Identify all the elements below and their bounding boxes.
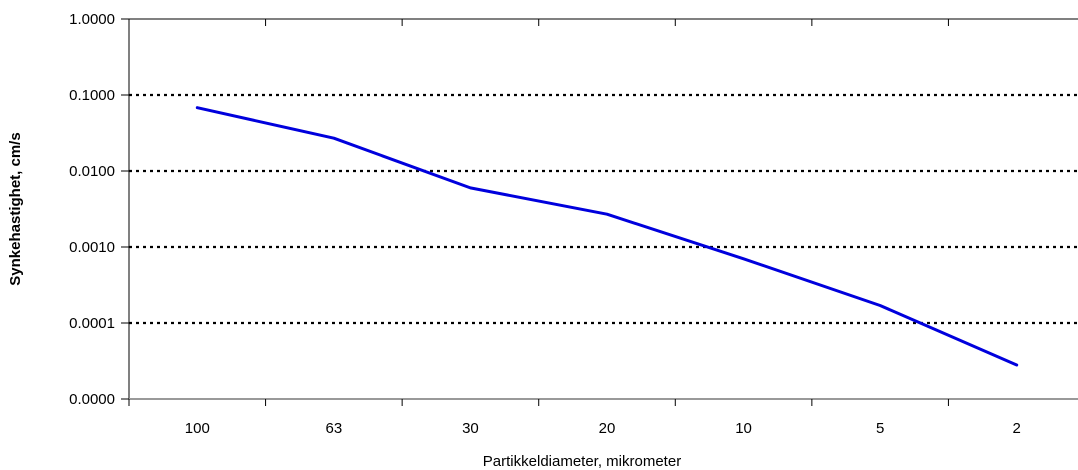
x-tick-label: 63	[326, 420, 343, 437]
series-group	[195, 106, 1019, 367]
y-tick-label: 0.0000	[69, 391, 115, 408]
series-line	[195, 106, 1019, 367]
x-tick-label: 2	[1013, 420, 1021, 437]
y-tick-label: 0.0010	[69, 239, 115, 256]
x-tick-label: 100	[185, 420, 210, 437]
axes	[128, 18, 1078, 400]
x-tick-label: 30	[462, 420, 479, 437]
y-tick-label: 0.1000	[69, 87, 115, 104]
x-axis-ticks: 100 63 30 20 10 5 2	[128, 19, 1021, 437]
y-tick-label: 0.0100	[69, 163, 115, 180]
gridlines	[129, 93, 1078, 325]
x-axis-title: Partikkeldiameter, mikrometer	[483, 453, 681, 470]
y-tick-label: 1.0000	[69, 11, 115, 28]
x-tick-label: 5	[876, 420, 884, 437]
x-tick-label: 20	[599, 420, 616, 437]
y-axis-title: Synkehastighet, cm/s	[7, 132, 24, 285]
y-tick-label: 0.0001	[69, 315, 115, 332]
y-axis-ticks: 0.0000 0.0001 0.0010 0.0100 0.1000 1.0000	[69, 11, 129, 408]
x-tick-label: 10	[735, 420, 752, 437]
